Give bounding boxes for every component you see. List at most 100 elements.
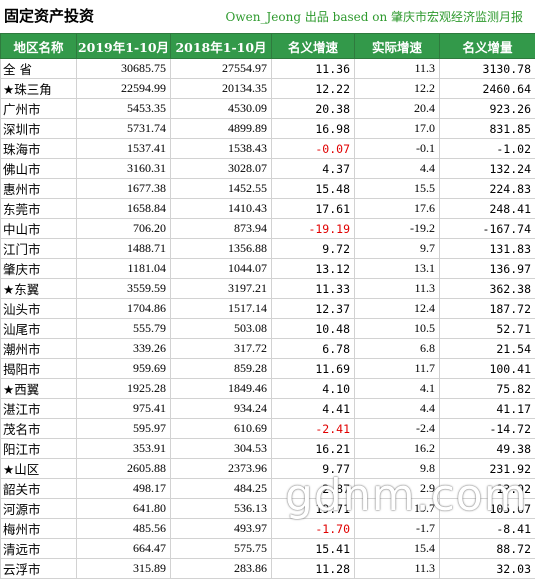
cell-2019: 30685.75	[77, 59, 171, 79]
cell-region: 惠州市	[1, 179, 77, 199]
cell-region: 江门市	[1, 239, 77, 259]
cell-region: 湛江市	[1, 399, 77, 419]
column-header-nominal-increase: 名义增量	[440, 34, 535, 59]
cell-nominal-increase: 75.82	[440, 379, 535, 399]
cell-2018: 283.86	[171, 559, 272, 579]
cell-real-growth: 4.4	[355, 159, 440, 179]
cell-real-growth: 6.8	[355, 339, 440, 359]
cell-nominal-growth: 2.87	[272, 479, 355, 499]
cell-real-growth: 11.3	[355, 279, 440, 299]
cell-nominal-growth: 16.98	[272, 119, 355, 139]
cell-nominal-growth: 15.41	[272, 539, 355, 559]
cell-nominal-increase: 831.85	[440, 119, 535, 139]
cell-nominal-growth: 4.10	[272, 379, 355, 399]
column-header-nominal-growth: 名义增速	[272, 34, 355, 59]
cell-nominal-growth: 12.22	[272, 79, 355, 99]
cell-2019: 498.17	[77, 479, 171, 499]
cell-nominal-growth: -19.19	[272, 219, 355, 239]
cell-nominal-increase: 132.24	[440, 159, 535, 179]
cell-region: 全 省	[1, 59, 77, 79]
cell-region: 中山市	[1, 219, 77, 239]
cell-nominal-growth: 20.38	[272, 99, 355, 119]
cell-real-growth: -19.2	[355, 219, 440, 239]
cell-region: ★珠三角	[1, 79, 77, 99]
cell-2019: 664.47	[77, 539, 171, 559]
cell-2019: 3559.59	[77, 279, 171, 299]
cell-nominal-increase: 136.97	[440, 259, 535, 279]
cell-region: ★东翼	[1, 279, 77, 299]
cell-2018: 1044.07	[171, 259, 272, 279]
cell-2019: 485.56	[77, 519, 171, 539]
cell-region: 佛山市	[1, 159, 77, 179]
cell-real-growth: 15.4	[355, 539, 440, 559]
cell-2019: 1704.86	[77, 299, 171, 319]
cell-nominal-increase: 362.38	[440, 279, 535, 299]
cell-2019: 1537.41	[77, 139, 171, 159]
cell-2019: 555.79	[77, 319, 171, 339]
cell-nominal-increase: 105.67	[440, 499, 535, 519]
cell-2018: 873.94	[171, 219, 272, 239]
cell-2019: 5731.74	[77, 119, 171, 139]
cell-nominal-growth: 19.71	[272, 499, 355, 519]
cell-2019: 1181.04	[77, 259, 171, 279]
cell-nominal-growth: 12.37	[272, 299, 355, 319]
cell-nominal-increase: 2460.64	[440, 79, 535, 99]
cell-real-growth: 15.5	[355, 179, 440, 199]
cell-region: 汕尾市	[1, 319, 77, 339]
cell-nominal-increase: 187.72	[440, 299, 535, 319]
cell-2018: 503.08	[171, 319, 272, 339]
cell-region: 珠海市	[1, 139, 77, 159]
cell-real-growth: -2.4	[355, 419, 440, 439]
cell-region: 茂名市	[1, 419, 77, 439]
cell-2018: 575.75	[171, 539, 272, 559]
cell-region: 阳江市	[1, 439, 77, 459]
cell-nominal-increase: 13.92	[440, 479, 535, 499]
cell-nominal-increase: 131.83	[440, 239, 535, 259]
cell-real-growth: 19.7	[355, 499, 440, 519]
cell-region: 深圳市	[1, 119, 77, 139]
cell-2019: 1925.28	[77, 379, 171, 399]
cell-2019: 3160.31	[77, 159, 171, 179]
cell-2019: 641.80	[77, 499, 171, 519]
cell-2018: 1538.43	[171, 139, 272, 159]
cell-2019: 353.91	[77, 439, 171, 459]
cell-nominal-increase: 248.41	[440, 199, 535, 219]
cell-nominal-increase: 41.17	[440, 399, 535, 419]
cell-nominal-growth: 15.48	[272, 179, 355, 199]
cell-region: 韶关市	[1, 479, 77, 499]
cell-2018: 4530.09	[171, 99, 272, 119]
cell-nominal-increase: 88.72	[440, 539, 535, 559]
cell-nominal-growth: 13.12	[272, 259, 355, 279]
cell-region: ★山区	[1, 459, 77, 479]
page-header: 固定资产投资 Owen_Jeong 出品 based on 肇庆市宏观经济监测月…	[0, 0, 535, 33]
cell-2018: 484.25	[171, 479, 272, 499]
cell-real-growth: 11.3	[355, 559, 440, 579]
cell-real-growth: 12.2	[355, 79, 440, 99]
cell-2018: 1410.43	[171, 199, 272, 219]
cell-nominal-growth: 9.72	[272, 239, 355, 259]
cell-real-growth: 16.2	[355, 439, 440, 459]
cell-region: 云浮市	[1, 559, 77, 579]
cell-nominal-increase: 923.26	[440, 99, 535, 119]
investment-table: 地区名称 2019年1-10月 2018年1-10月 名义增速 实际增速 名义增…	[0, 33, 535, 579]
cell-nominal-increase: -167.74	[440, 219, 535, 239]
source-credit: Owen_Jeong 出品 based on 肇庆市宏观经济监测月报	[226, 8, 523, 25]
cell-real-growth: 11.3	[355, 59, 440, 79]
cell-2018: 536.13	[171, 499, 272, 519]
cell-2018: 1452.55	[171, 179, 272, 199]
cell-2019: 1658.84	[77, 199, 171, 219]
